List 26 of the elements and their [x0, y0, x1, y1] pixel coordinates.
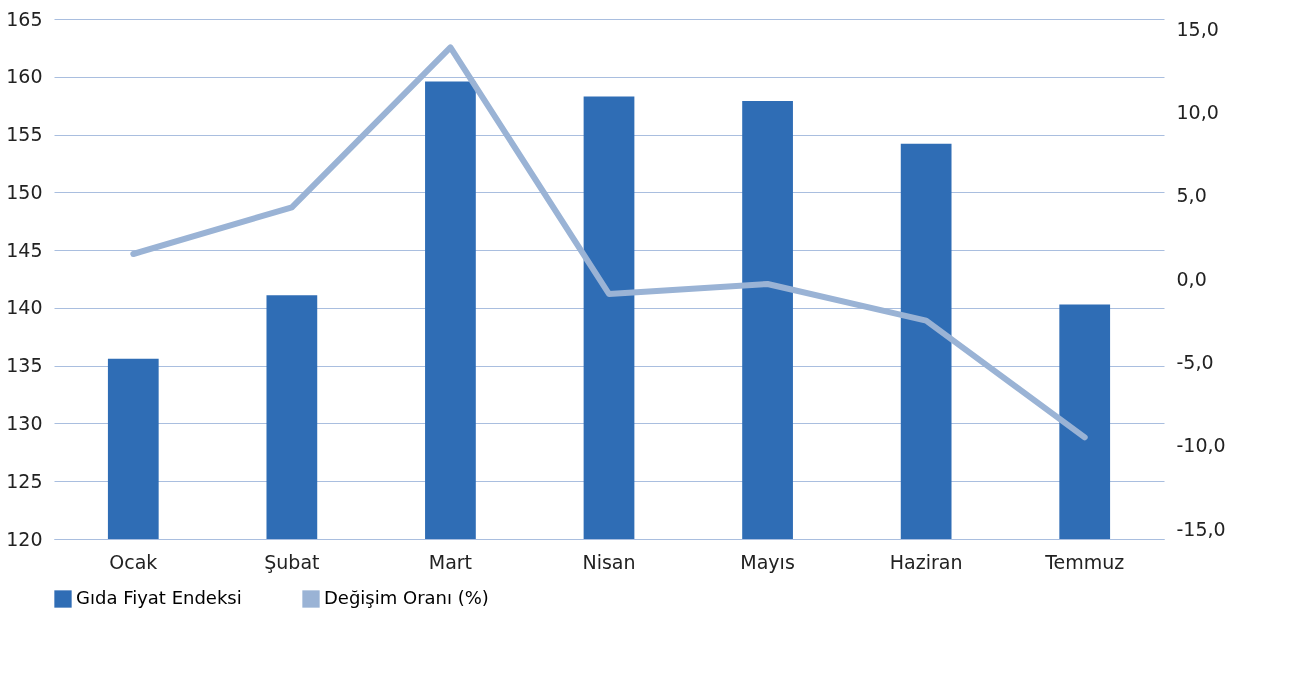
y2-tick-label: -15,0	[1176, 517, 1226, 540]
y-tick-label: 150	[6, 180, 43, 203]
y-tick-label: 140	[6, 296, 43, 319]
y-tick-label: 145	[6, 238, 43, 261]
y-tick-label: 130	[6, 411, 43, 434]
y2-tick-label: 0,0	[1176, 267, 1207, 290]
y2-tick-label: 15,0	[1176, 17, 1219, 40]
x-tick-label: Haziran	[889, 550, 963, 573]
x-tick-label: Nisan	[582, 550, 636, 573]
x-tick-label: Temmuz	[1044, 550, 1125, 573]
y-tick-label: 155	[6, 123, 43, 146]
y-tick-label: 125	[6, 469, 43, 492]
y-tick-label: 165	[6, 7, 43, 30]
y-tick-label: 160	[6, 65, 43, 88]
y-tick-label: 120	[6, 527, 43, 550]
x-tick-label: Ocak	[109, 550, 158, 573]
x-tick-label: Şubat	[264, 550, 320, 573]
legend-label: Gıda Fiyat Endeksi	[76, 587, 242, 608]
x-tick-label: Mayıs	[740, 550, 795, 573]
y2-tick-label: 10,0	[1176, 100, 1219, 123]
y2-tick-label: -5,0	[1176, 350, 1214, 373]
y2-tick-label: 5,0	[1176, 184, 1207, 207]
y2-tick-label: -10,0	[1176, 434, 1226, 457]
y-tick-label: 135	[6, 354, 43, 377]
x-tick-label: Mart	[428, 550, 473, 573]
legend-label: Değişim Oranı (%)	[324, 587, 489, 608]
